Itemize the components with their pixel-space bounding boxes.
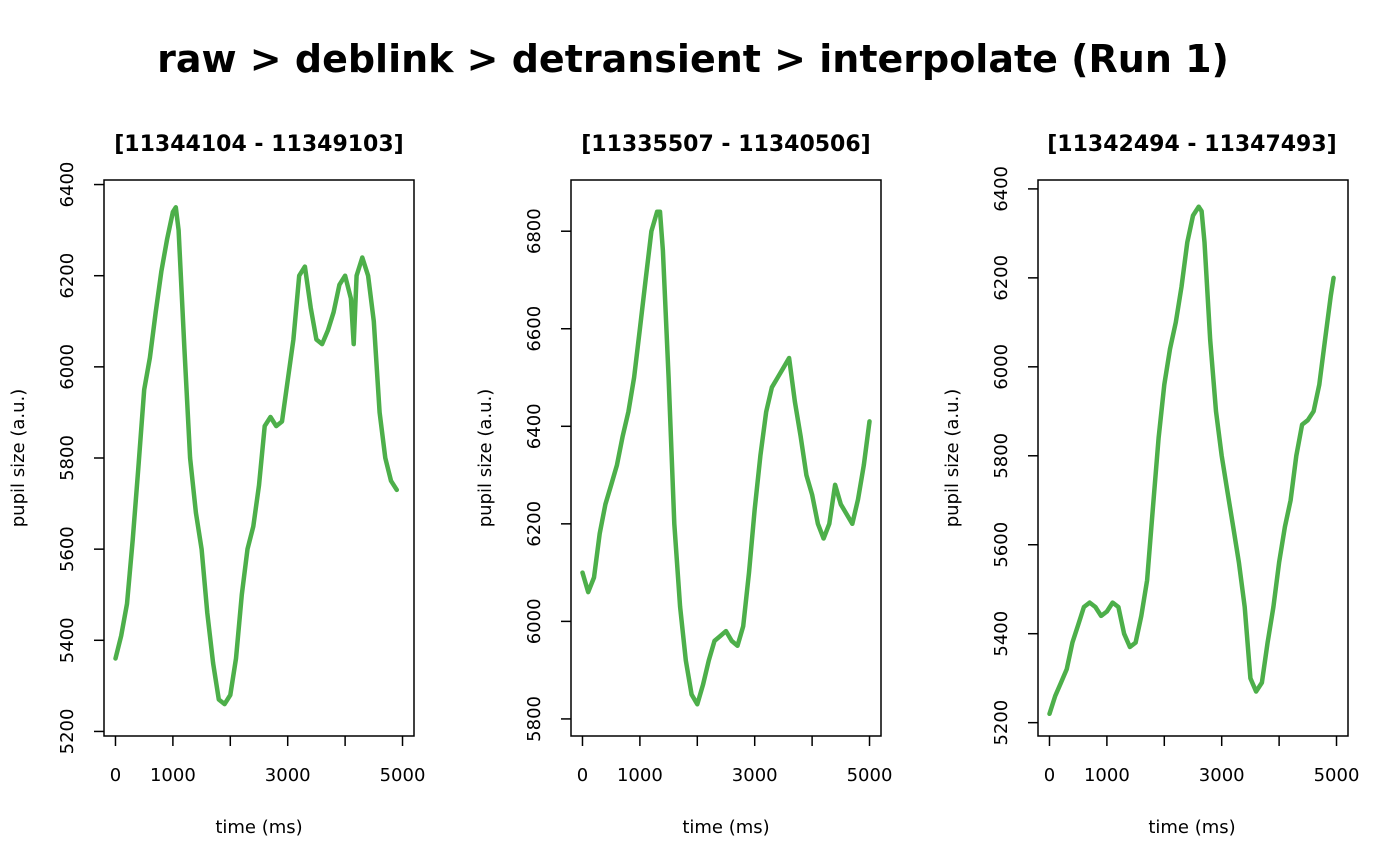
y-tick-label: 5600 bbox=[991, 522, 1012, 568]
x-axis: 0 1000 3000 5000 bbox=[110, 736, 426, 786]
x-axis: 0 1000 3000 5000 bbox=[1044, 736, 1360, 786]
x-tick-label: 1000 bbox=[1084, 765, 1130, 786]
y-tick-label: 5400 bbox=[57, 617, 78, 663]
x-axis-label: time (ms) bbox=[1148, 817, 1235, 838]
y-tick-label: 5400 bbox=[991, 611, 1012, 657]
x-tick-label: 5000 bbox=[847, 765, 893, 786]
y-tick-label: 5600 bbox=[57, 526, 78, 572]
series-line bbox=[1047, 204, 1336, 717]
chart-panel-3: [11342494 - 11347493] 0 1000 3000 5000 5200… bbox=[942, 132, 1359, 838]
x-tick-label: 5000 bbox=[380, 765, 426, 786]
y-tick-label: 6000 bbox=[57, 344, 78, 390]
y-tick-label: 6600 bbox=[524, 306, 545, 352]
y-tick-label: 6200 bbox=[524, 501, 545, 547]
y-axis-label: pupil size (a.u.) bbox=[8, 389, 29, 528]
y-axis: 5200 5400 5600 5800 6000 6200 6400 bbox=[991, 166, 1038, 746]
x-tick-label: 0 bbox=[1044, 765, 1055, 786]
y-axis: 5200 5400 5600 5800 6000 6200 6400 bbox=[57, 162, 104, 755]
plot-frame bbox=[570, 179, 882, 737]
y-tick-label: 6400 bbox=[524, 403, 545, 449]
x-tick-label: 0 bbox=[577, 765, 588, 786]
y-tick-label: 6000 bbox=[991, 344, 1012, 390]
x-tick-label: 1000 bbox=[617, 765, 663, 786]
y-tick-label: 6200 bbox=[991, 255, 1012, 301]
y-tick-label: 5200 bbox=[991, 700, 1012, 746]
x-axis-label: time (ms) bbox=[215, 817, 302, 838]
x-tick-label: 3000 bbox=[265, 765, 311, 786]
chart-title: [11335507 - 11340506] bbox=[581, 132, 870, 157]
y-axis-label: pupil size (a.u.) bbox=[475, 389, 496, 528]
plot-frame bbox=[103, 179, 415, 737]
x-tick-label: 5000 bbox=[1314, 765, 1360, 786]
x-tick-label: 3000 bbox=[732, 765, 778, 786]
x-tick-label: 1000 bbox=[150, 765, 196, 786]
y-tick-label: 6800 bbox=[524, 208, 545, 254]
y-axis: 5800 6000 6200 6400 6600 6800 bbox=[524, 208, 571, 742]
x-tick-label: 3000 bbox=[1199, 765, 1245, 786]
chart-panel-2: [11335507 - 11340506] 0 1000 3000 5000 5800… bbox=[475, 132, 892, 838]
chart-panel-1: [11344104 - 11349103] 0 1000 3000 5000 5200… bbox=[8, 132, 425, 838]
series-line bbox=[113, 205, 400, 707]
y-tick-label: 6200 bbox=[57, 253, 78, 299]
x-axis: 0 1000 3000 5000 bbox=[577, 736, 893, 786]
figure-title: raw > deblink > detransient > interpolat… bbox=[157, 37, 1229, 81]
y-tick-label: 5800 bbox=[57, 435, 78, 481]
y-tick-label: 6400 bbox=[57, 162, 78, 208]
y-tick-label: 5200 bbox=[57, 709, 78, 755]
chart-title: [11344104 - 11349103] bbox=[114, 132, 403, 157]
y-axis-label: pupil size (a.u.) bbox=[942, 389, 963, 528]
y-tick-label: 6000 bbox=[524, 598, 545, 644]
y-tick-label: 6400 bbox=[991, 166, 1012, 212]
x-axis-label: time (ms) bbox=[682, 817, 769, 838]
series-line bbox=[580, 209, 872, 707]
chart-title: [11342494 - 11347493] bbox=[1047, 132, 1336, 157]
y-tick-label: 5800 bbox=[991, 433, 1012, 479]
x-tick-label: 0 bbox=[110, 765, 121, 786]
y-tick-label: 5800 bbox=[524, 696, 545, 742]
plot-frame bbox=[1037, 179, 1349, 737]
